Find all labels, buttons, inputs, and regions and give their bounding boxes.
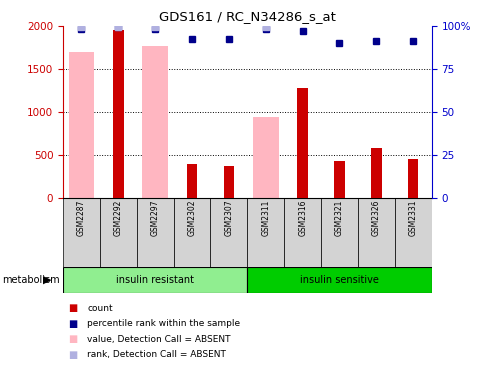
Text: ▶: ▶ (43, 275, 51, 285)
Bar (247, 267, 431, 293)
Bar (223, 166, 234, 198)
Bar (100, 198, 136, 267)
Text: ■: ■ (68, 350, 77, 360)
Text: GSM2321: GSM2321 (334, 200, 343, 236)
Bar (357, 198, 394, 267)
Bar (63, 267, 247, 293)
Bar (68, 52, 94, 198)
Bar (370, 148, 381, 198)
Title: GDS161 / RC_N34286_s_at: GDS161 / RC_N34286_s_at (159, 10, 335, 23)
Bar (113, 30, 123, 198)
Text: metabolism: metabolism (2, 275, 60, 285)
Text: GSM2292: GSM2292 (114, 200, 122, 236)
Text: insulin resistant: insulin resistant (116, 275, 194, 285)
Text: GSM2297: GSM2297 (151, 200, 159, 236)
Bar (210, 198, 247, 267)
Bar (173, 198, 210, 267)
Bar (297, 89, 307, 198)
Bar (284, 198, 320, 267)
Text: GSM2287: GSM2287 (77, 200, 86, 236)
Text: rank, Detection Call = ABSENT: rank, Detection Call = ABSENT (87, 350, 226, 359)
Bar (333, 161, 344, 198)
Text: ■: ■ (68, 334, 77, 344)
Bar (247, 198, 284, 267)
Text: insulin sensitive: insulin sensitive (300, 275, 378, 285)
Text: GSM2302: GSM2302 (187, 200, 196, 236)
Bar (142, 46, 168, 198)
Text: GSM2331: GSM2331 (408, 200, 417, 236)
Bar (63, 198, 100, 267)
Bar (394, 198, 431, 267)
Text: GSM2311: GSM2311 (261, 200, 270, 236)
Text: ■: ■ (68, 319, 77, 329)
Text: GSM2307: GSM2307 (224, 200, 233, 236)
Text: GSM2316: GSM2316 (298, 200, 306, 236)
Bar (136, 198, 173, 267)
Text: ■: ■ (68, 303, 77, 313)
Bar (186, 164, 197, 198)
Text: GSM2326: GSM2326 (371, 200, 380, 236)
Bar (320, 198, 357, 267)
Bar (407, 159, 418, 198)
Text: count: count (87, 304, 113, 313)
Bar (252, 117, 278, 198)
Text: value, Detection Call = ABSENT: value, Detection Call = ABSENT (87, 335, 230, 344)
Text: percentile rank within the sample: percentile rank within the sample (87, 319, 240, 328)
